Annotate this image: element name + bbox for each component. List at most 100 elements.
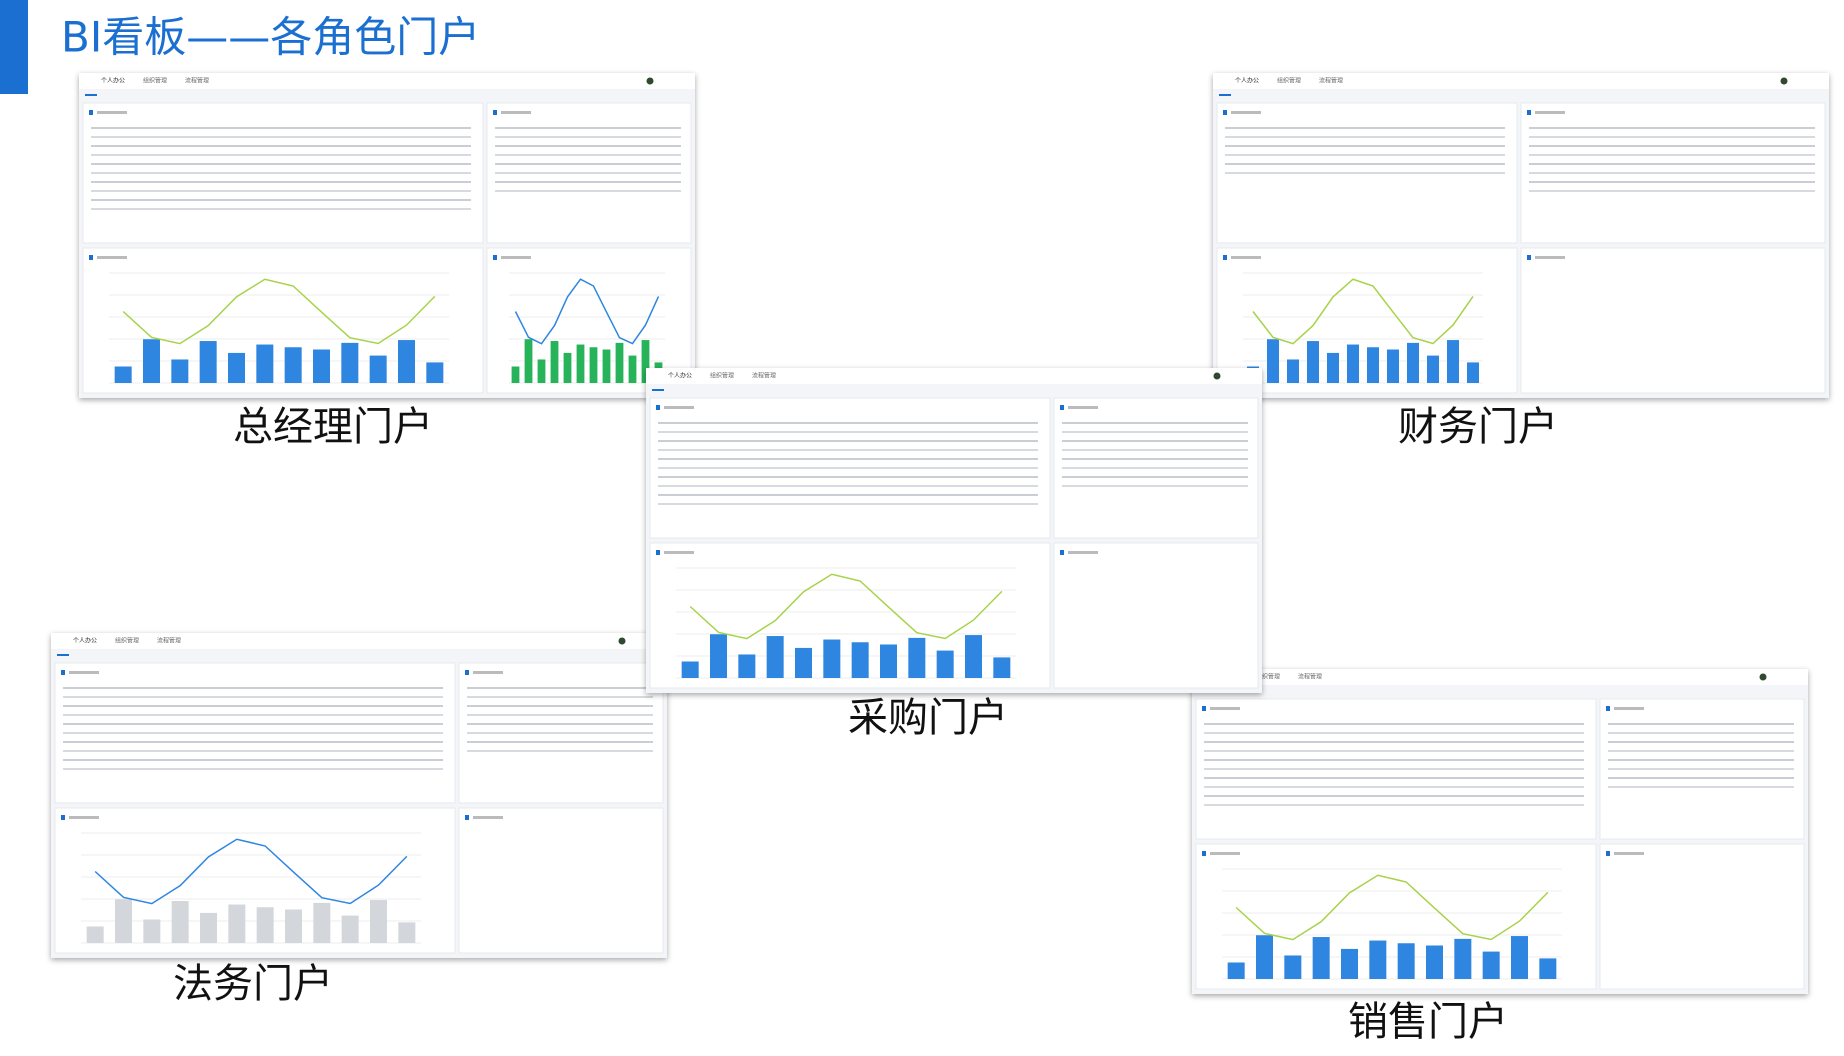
chart-bar bbox=[398, 922, 416, 943]
panel-title-mark bbox=[89, 110, 93, 115]
chart-bar bbox=[766, 636, 784, 678]
chart-bar bbox=[615, 342, 624, 383]
chart-bar bbox=[1287, 359, 1299, 383]
nav-tab: 流程管理 bbox=[1298, 673, 1322, 681]
user-avatar bbox=[1213, 372, 1221, 380]
chart-bar bbox=[1327, 352, 1339, 383]
chart-line bbox=[514, 278, 660, 345]
chart-bar bbox=[511, 366, 520, 383]
chart-bar bbox=[313, 349, 330, 383]
panel-title-mark bbox=[1223, 255, 1227, 260]
user-avatar bbox=[1759, 673, 1767, 681]
chart-bar bbox=[341, 342, 359, 383]
panel-title-mark bbox=[61, 815, 65, 820]
panel bbox=[1053, 542, 1259, 689]
chart-bar bbox=[1397, 943, 1415, 979]
chart-bar bbox=[426, 362, 444, 383]
panel-title-mark bbox=[1606, 851, 1610, 856]
chart-bar bbox=[1312, 937, 1330, 979]
portal-caption: 财务门户 bbox=[1398, 404, 1558, 450]
nav-tab: 个人办公 bbox=[101, 77, 125, 85]
chart-bar bbox=[369, 355, 387, 383]
panel bbox=[1599, 843, 1805, 990]
top-nav bbox=[1213, 73, 1829, 89]
portal-thumbnail: 个人办公组织管理流程管理销售门户 bbox=[1192, 669, 1808, 1045]
chart-bar bbox=[681, 661, 699, 678]
chart-bar bbox=[143, 339, 160, 383]
chart-line bbox=[689, 573, 1003, 640]
chart-bar bbox=[602, 349, 611, 383]
chart-bar bbox=[398, 340, 415, 383]
nav-tab: 组织管理 bbox=[1256, 673, 1280, 681]
chart-bar bbox=[851, 642, 869, 678]
panel-title-mark bbox=[656, 550, 660, 555]
panel-title-mark bbox=[1202, 706, 1206, 711]
panel-title-mark bbox=[1527, 110, 1531, 115]
top-nav bbox=[646, 368, 1262, 384]
nav-tab: 流程管理 bbox=[185, 77, 209, 85]
panel-title-mark bbox=[465, 815, 469, 820]
chart-bar bbox=[1407, 342, 1419, 383]
panel bbox=[458, 807, 664, 954]
nav-tab: 个人办公 bbox=[1235, 77, 1259, 85]
top-nav bbox=[51, 633, 667, 649]
chart-bar bbox=[313, 902, 331, 943]
chart-bar bbox=[1511, 936, 1528, 979]
chart-bar bbox=[370, 900, 387, 943]
chart-bar bbox=[589, 347, 598, 383]
nav-tab: 组织管理 bbox=[115, 637, 139, 645]
chart-bar bbox=[628, 355, 637, 383]
chart-bar bbox=[936, 650, 954, 678]
accent-bar bbox=[0, 0, 28, 94]
chart-bar bbox=[86, 926, 104, 943]
chart-bar bbox=[1367, 347, 1379, 383]
chart-bar bbox=[1347, 344, 1359, 383]
chart-bar bbox=[1256, 935, 1273, 979]
nav-tab: 组织管理 bbox=[143, 77, 167, 85]
panel-title-mark bbox=[1223, 110, 1227, 115]
slide-title: BI看板——各角色门户 bbox=[61, 13, 480, 62]
chart-bar bbox=[880, 644, 897, 678]
portal-caption: 采购门户 bbox=[848, 695, 1008, 741]
chart-bar bbox=[563, 352, 572, 383]
chart-line bbox=[1252, 278, 1474, 345]
chart-bar bbox=[1426, 945, 1443, 979]
chart-bar bbox=[908, 637, 926, 678]
chart-bar bbox=[738, 654, 756, 678]
chart-bar bbox=[1267, 339, 1279, 383]
panel-title-mark bbox=[465, 670, 469, 675]
chart-bar bbox=[285, 909, 302, 943]
panel-title-mark bbox=[1202, 851, 1206, 856]
chart-bar bbox=[993, 657, 1011, 678]
user-avatar bbox=[1780, 77, 1788, 85]
chart-bar bbox=[1467, 362, 1479, 383]
portal-caption: 法务门户 bbox=[173, 961, 333, 1007]
portal-caption: 销售门户 bbox=[1348, 999, 1508, 1045]
chart-bar bbox=[795, 647, 812, 678]
user-avatar bbox=[618, 637, 626, 645]
chart-bar bbox=[1454, 938, 1472, 979]
panel-title-mark bbox=[61, 670, 65, 675]
chart-bar bbox=[200, 912, 217, 943]
chart-bar bbox=[1482, 951, 1500, 979]
chart-bar bbox=[1341, 948, 1358, 979]
portal-caption: 总经理门户 bbox=[233, 404, 433, 450]
nav-tab: 个人办公 bbox=[668, 372, 692, 380]
chart-bar bbox=[199, 341, 217, 383]
chart-bar bbox=[1447, 340, 1459, 383]
chart-bar bbox=[710, 634, 727, 678]
chart-bar bbox=[1387, 349, 1399, 383]
chart-bar bbox=[550, 341, 559, 383]
nav-tab: 组织管理 bbox=[710, 372, 734, 380]
panel bbox=[1520, 247, 1826, 394]
user-avatar bbox=[646, 77, 654, 85]
chart-bar bbox=[524, 339, 533, 383]
nav-tab: 个人办公 bbox=[73, 637, 97, 645]
chart-bar bbox=[965, 635, 982, 678]
panel-title-mark bbox=[493, 110, 497, 115]
